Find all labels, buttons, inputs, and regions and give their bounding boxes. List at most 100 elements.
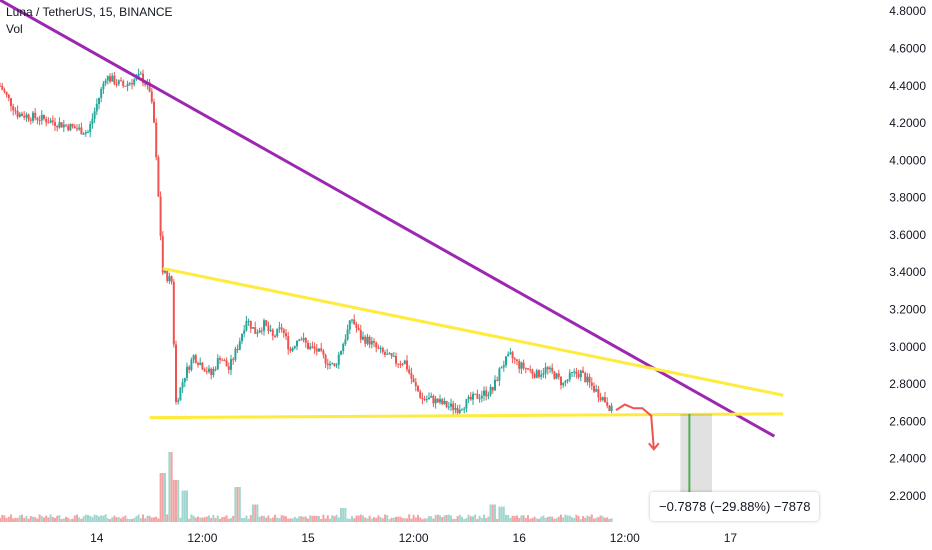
candle-body bbox=[419, 391, 422, 398]
volume-bar bbox=[113, 515, 116, 522]
candle-body bbox=[414, 382, 417, 387]
volume-bar bbox=[335, 514, 338, 522]
candle-body bbox=[7, 94, 10, 99]
volume-bar bbox=[423, 518, 426, 522]
candle-body bbox=[425, 399, 428, 401]
candle-body bbox=[12, 106, 15, 111]
volume-bar bbox=[128, 519, 131, 522]
volume-bar bbox=[291, 518, 294, 522]
candle-body bbox=[150, 91, 153, 102]
volume-bar bbox=[56, 515, 59, 522]
volume-bar bbox=[573, 517, 576, 522]
volume-bar bbox=[476, 519, 479, 522]
volume-bar bbox=[93, 514, 96, 522]
candle-body bbox=[362, 336, 364, 340]
candle-body bbox=[254, 327, 257, 334]
symbol-label: Luna / TetherUS, 15, BINANCE bbox=[6, 5, 173, 19]
candle-body bbox=[142, 73, 144, 84]
candle-body bbox=[346, 329, 349, 340]
candle-body bbox=[333, 363, 336, 366]
candle-body bbox=[469, 396, 472, 400]
volume-bar bbox=[67, 517, 70, 522]
volume-bar bbox=[175, 480, 177, 522]
candle-body bbox=[188, 366, 191, 370]
volume-bar bbox=[80, 518, 83, 522]
volume-bar bbox=[307, 518, 309, 522]
volume-bar bbox=[155, 516, 158, 522]
candle-body bbox=[480, 395, 483, 399]
volume-bar bbox=[535, 518, 538, 522]
volume-bar bbox=[432, 518, 435, 522]
candle-body bbox=[58, 122, 61, 128]
candle-body bbox=[476, 393, 479, 399]
volume-label: Vol bbox=[6, 22, 23, 36]
volume-bar bbox=[346, 518, 349, 522]
candle-body bbox=[117, 80, 120, 85]
volume-bar bbox=[23, 518, 26, 522]
volume-bar bbox=[375, 517, 378, 522]
candle-body bbox=[516, 359, 518, 361]
volume-bar bbox=[18, 515, 21, 522]
volume-bar bbox=[267, 515, 270, 522]
candle-body bbox=[109, 76, 111, 82]
candle-body bbox=[377, 347, 380, 349]
candle-body bbox=[597, 389, 600, 398]
candle-body bbox=[190, 359, 193, 370]
volume-bar bbox=[179, 517, 182, 522]
candle-body bbox=[157, 157, 160, 197]
candle-body bbox=[89, 123, 92, 133]
volume-bar bbox=[221, 516, 224, 522]
candle-body bbox=[434, 398, 437, 404]
candle-body bbox=[608, 405, 611, 412]
volume-bar bbox=[285, 516, 287, 522]
volume-bar bbox=[212, 514, 215, 522]
candle-body bbox=[49, 120, 52, 123]
candle-body bbox=[529, 369, 532, 371]
candle-body bbox=[194, 355, 197, 363]
candle-body bbox=[364, 336, 367, 344]
volume-bar bbox=[357, 515, 360, 522]
candle-body bbox=[599, 397, 602, 401]
candle-body bbox=[351, 319, 353, 321]
volume-bar bbox=[252, 504, 254, 522]
volume-bar bbox=[223, 516, 226, 522]
candle-body bbox=[36, 118, 39, 121]
volume-bar bbox=[298, 516, 301, 522]
volume-bar bbox=[601, 516, 604, 522]
candle-body bbox=[590, 382, 593, 386]
volume-bar bbox=[300, 516, 303, 522]
y-tick-label: 3.6000 bbox=[889, 228, 926, 242]
volume-bar bbox=[309, 515, 312, 522]
volume-bar bbox=[384, 514, 386, 522]
volume-bar bbox=[414, 517, 417, 522]
candle-body bbox=[300, 339, 303, 341]
volume-bar bbox=[474, 514, 477, 522]
candle-body bbox=[247, 320, 250, 322]
triangle-lower-line bbox=[149, 412, 784, 420]
volume-bar bbox=[289, 518, 292, 522]
volume-bar bbox=[571, 517, 573, 522]
candle-body bbox=[518, 360, 521, 369]
volume-bar bbox=[10, 514, 12, 522]
candle-body bbox=[269, 329, 272, 331]
projection-arrow bbox=[615, 403, 655, 450]
candle-body bbox=[282, 329, 285, 334]
candle-body bbox=[322, 350, 325, 355]
candle-body bbox=[533, 374, 536, 378]
candle-body bbox=[423, 398, 426, 400]
volume-bar bbox=[533, 516, 536, 522]
candle-body bbox=[337, 354, 340, 365]
volume-bar bbox=[465, 518, 468, 522]
candle-body bbox=[216, 358, 219, 370]
candle-body bbox=[38, 120, 41, 122]
candle-body bbox=[355, 324, 358, 329]
y-tick-label: 3.4000 bbox=[889, 265, 926, 279]
volume-bar bbox=[566, 515, 569, 522]
volume-bar bbox=[183, 490, 186, 522]
candle-body bbox=[271, 329, 274, 336]
candle-body bbox=[520, 362, 523, 369]
volume-bar bbox=[390, 517, 393, 522]
candle-body bbox=[370, 340, 373, 345]
